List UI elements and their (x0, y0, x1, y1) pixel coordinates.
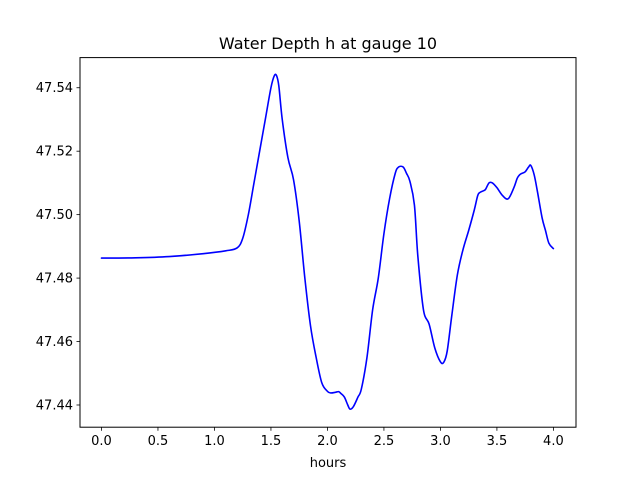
x-tick-label: 1.0 (204, 434, 225, 449)
x-tick-label: 3.5 (487, 434, 508, 449)
x-tick-label: 0.0 (91, 434, 112, 449)
plot-area-frame (79, 57, 577, 428)
x-axis-title: hours (310, 456, 347, 471)
x-tick-label: 2.0 (317, 434, 338, 449)
x-axis: 0.0 0.5 1.0 1.5 2.0 2.5 3.0 3.5 4.0 (91, 427, 564, 449)
y-tick-label: 47.48 (36, 272, 73, 287)
y-axis: 47.44 47.46 47.48 47.50 47.52 47.54 (36, 81, 80, 413)
y-tick-label: 47.46 (36, 335, 73, 350)
y-tick-label: 47.50 (36, 208, 73, 223)
y-tick-label: 47.44 (36, 398, 73, 413)
y-tick-label: 47.52 (36, 145, 73, 160)
x-tick-label: 1.5 (261, 434, 282, 449)
x-tick-label: 2.5 (374, 434, 395, 449)
y-tick-label: 47.54 (36, 81, 73, 96)
series-line-water-depth (100, 73, 555, 410)
x-tick-label: 4.0 (543, 434, 564, 449)
x-tick-label: 0.5 (148, 434, 169, 449)
chart-title: Water Depth h at gauge 10 (219, 34, 437, 53)
x-tick-label: 3.0 (430, 434, 451, 449)
